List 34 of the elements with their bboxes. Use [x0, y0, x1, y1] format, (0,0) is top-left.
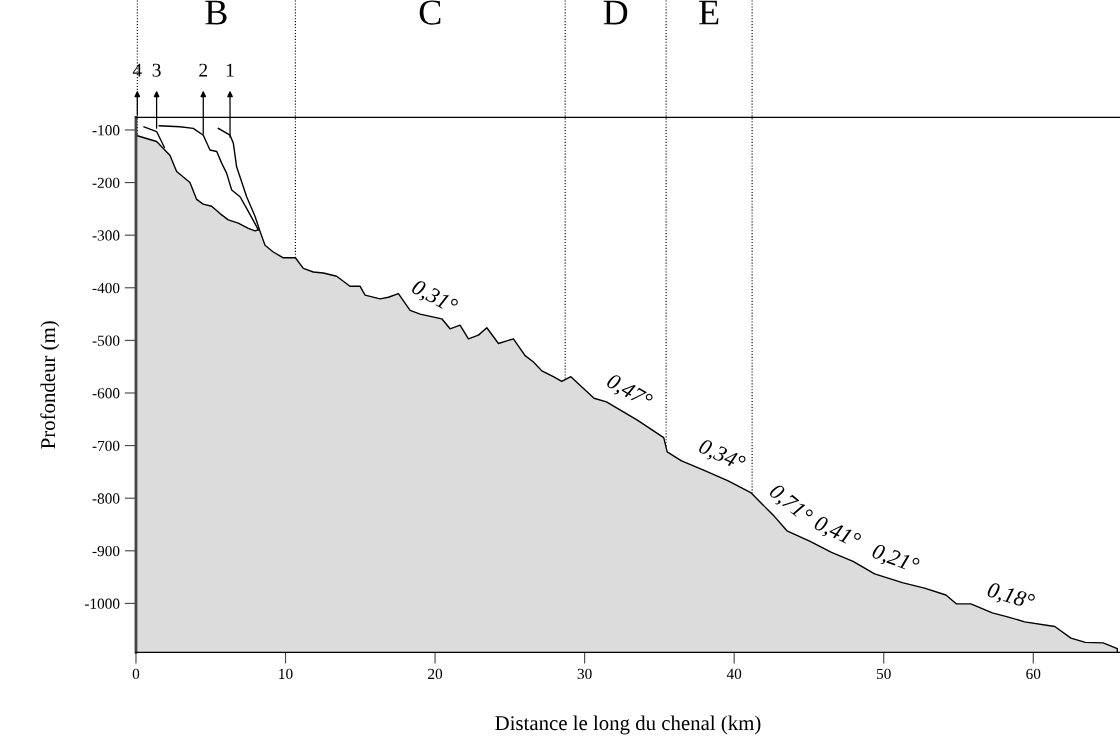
x-tick-label: 50: [876, 668, 891, 680]
annotation: 0,41°: [812, 514, 862, 552]
annotation: 0,18°: [985, 581, 1036, 613]
x-tick-label: 30: [577, 668, 592, 680]
annotation: 0,21°: [870, 543, 921, 577]
annotation: 1: [226, 63, 234, 77]
x-axis-title: Distance le long du chenal (km): [495, 715, 761, 735]
annotation: 4: [132, 63, 142, 77]
y-tick-label: -700: [92, 440, 120, 452]
y-tick-label: -500: [92, 335, 120, 346]
x-tick-label: 40: [726, 668, 742, 680]
y-tick-label: -100: [92, 125, 120, 136]
x-tick-label: 10: [279, 668, 293, 680]
annotation: 0,71°: [766, 482, 815, 527]
y-axis-title: Profondeur (m): [40, 321, 60, 449]
text: C: [419, 0, 441, 25]
annotation: 0,34°: [696, 438, 747, 474]
x-tick-label: 60: [1026, 668, 1041, 680]
y-tick-label: -1000: [84, 598, 120, 609]
text: D: [603, 0, 628, 25]
y-tick-label: -900: [92, 545, 120, 557]
x-tick-label: 20: [428, 668, 443, 680]
y-tick-label: -300: [92, 230, 120, 241]
y-tick-label: -200: [92, 177, 120, 189]
annotation: 3: [152, 63, 161, 77]
annotation: 2: [199, 63, 208, 77]
annotation: 0,47°: [604, 372, 654, 412]
annotation: 0,31°: [409, 278, 459, 317]
x-tick-label: 0: [132, 668, 140, 680]
y-tick-label: -800: [92, 493, 120, 504]
text: E: [699, 0, 719, 25]
y-tick-label: -600: [92, 388, 120, 399]
y-tick-label: -400: [92, 282, 120, 294]
text: B: [205, 0, 227, 25]
